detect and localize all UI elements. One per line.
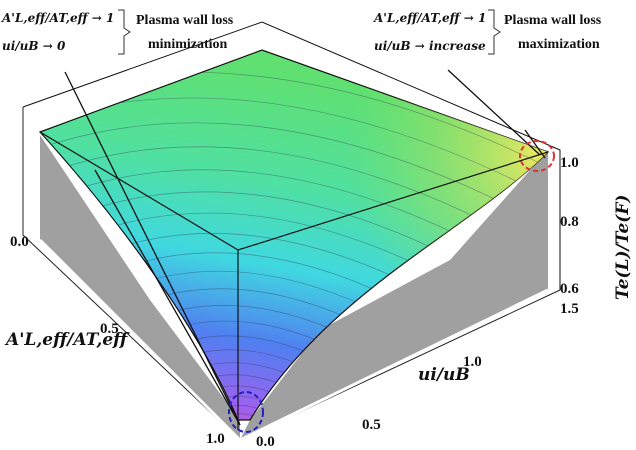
- ann-max-result1: Plasma wall loss: [504, 13, 602, 28]
- ann-max-brace: [488, 9, 501, 55]
- box-edge-back: [22, 21, 561, 290]
- ann-max-cond2: ui/uB → increase: [374, 39, 486, 53]
- ann-min-cond2: ui/uB → 0: [2, 39, 66, 53]
- box-bottom-white: [38, 238, 549, 442]
- box-edge-front-top-left: [39, 131, 549, 251]
- z-axis-label: Te(L)/Te(F): [613, 195, 633, 300]
- min-marker-circle: [228, 391, 264, 433]
- ann-min-brace: [118, 9, 131, 55]
- box-bottom: [22, 107, 561, 441]
- y-tick-2: 1.0: [463, 354, 482, 370]
- z-tick-2: 1.0: [560, 155, 579, 171]
- y-tick-1: 0.5: [362, 417, 381, 433]
- wall-left: [40, 130, 240, 440]
- pointer-line-min-1: [64, 71, 241, 426]
- pointer-line-max-1: [447, 69, 541, 156]
- z-tick-0: 0.6: [560, 281, 579, 297]
- surface-highlight: [40, 50, 548, 420]
- x-tick-1: 0.5: [100, 321, 119, 337]
- y-tick-0: 0.0: [256, 434, 275, 450]
- ann-min-result2: minimization: [148, 37, 228, 52]
- x-tick-0: 0.0: [10, 234, 29, 250]
- z-tick-1: 0.8: [560, 214, 579, 230]
- ann-max-result2: maximization: [518, 37, 600, 52]
- ann-min-result1: Plasma wall loss: [136, 13, 234, 28]
- y-axis-label: ui/uB: [418, 365, 470, 385]
- ann-max-cond1: A'L,eff/AT,eff → 1: [373, 11, 486, 25]
- y-tick-3: 1.5: [560, 301, 579, 317]
- pointer-line-max-2: [524, 129, 546, 159]
- wall-right: [240, 150, 548, 440]
- x-tick-2: 1.0: [206, 431, 225, 447]
- x-axis-label: A'L,eff/AT,eff: [4, 330, 130, 350]
- pointer-line-min-2: [94, 169, 241, 426]
- max-marker-circle: [519, 140, 555, 172]
- ann-min-cond1: A'L,eff/AT,eff → 1: [1, 11, 114, 25]
